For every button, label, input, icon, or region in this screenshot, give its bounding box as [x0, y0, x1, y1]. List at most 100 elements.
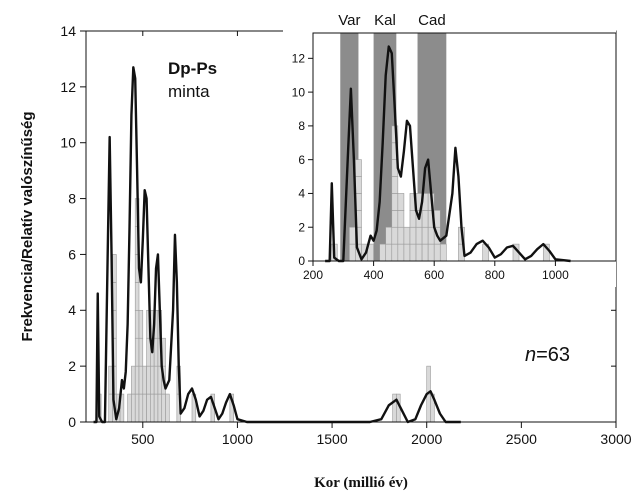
histogram-bar	[391, 193, 399, 211]
histogram-bar	[112, 254, 117, 283]
histogram-bar	[392, 393, 397, 423]
histogram-bar	[409, 243, 417, 262]
histogram-bar	[415, 243, 423, 262]
x-axis-label: Kor (millió év)	[314, 475, 408, 491]
histogram-bar	[409, 210, 417, 228]
x-tick-label: 1000	[542, 268, 569, 282]
x-tick-label: 200	[303, 268, 323, 282]
histogram-bar	[150, 365, 155, 395]
histogram-bar	[439, 243, 447, 262]
x-tick-label: 500	[131, 431, 155, 447]
period-band-label: Kal	[374, 12, 396, 29]
histogram-bar	[409, 226, 417, 245]
y-tick-label: 4	[298, 187, 305, 201]
histogram-bar	[142, 365, 147, 395]
period-band-label: Cad	[418, 12, 446, 29]
histogram-bar	[138, 365, 144, 395]
histogram-bar	[391, 243, 399, 262]
histogram-bar	[134, 282, 140, 311]
sample-count-label: n=63	[525, 344, 570, 366]
histogram-bar	[397, 193, 405, 211]
histogram-bar	[157, 393, 163, 423]
histogram-bar	[427, 226, 435, 245]
inset-x-axis-ticks: 200 400 600 800 1000	[303, 261, 569, 282]
histogram-bar	[421, 210, 429, 228]
x-tick-label: 800	[485, 268, 505, 282]
y-tick-label: 6	[298, 153, 305, 167]
y-tick-label: 8	[68, 190, 76, 206]
y-tick-label: 0	[298, 254, 305, 268]
histogram-bar	[433, 243, 441, 262]
histogram-bar	[153, 393, 159, 423]
histogram-bar	[421, 243, 429, 262]
histogram-bar	[397, 226, 405, 245]
histogram-bar	[134, 309, 140, 339]
histogram-bar	[134, 365, 140, 395]
sample-count-n: n	[525, 344, 536, 366]
inset-background	[283, 7, 616, 287]
histogram-bar	[131, 365, 136, 395]
histogram-bar	[138, 309, 144, 339]
histogram-bar	[134, 393, 140, 423]
histogram-bar	[385, 226, 393, 245]
histogram-bar	[426, 393, 431, 423]
main-density-curve	[93, 66, 461, 424]
x-tick-label: 400	[364, 268, 384, 282]
histogram-bar	[146, 365, 151, 395]
histogram-bar	[355, 176, 362, 194]
inset-plot-frame	[312, 32, 617, 262]
histogram-bar	[403, 243, 411, 262]
histogram-bar	[379, 243, 387, 262]
y-tick-label: 12	[292, 52, 306, 66]
histogram-bar	[138, 337, 144, 367]
histogram-bar	[385, 243, 393, 262]
histogram-bar	[138, 393, 144, 423]
x-tick-label: 2000	[411, 431, 442, 447]
histogram-bar	[134, 337, 140, 367]
histogram-bar	[150, 393, 155, 423]
y-axis-label: Frekvencia/Relatív valószínűség	[19, 111, 36, 341]
y-tick-label: 12	[60, 79, 76, 95]
y-tick-label: 10	[60, 135, 76, 151]
histogram-bar	[391, 226, 399, 245]
histogram-bar	[127, 393, 132, 423]
sample-name-label: Dp-Ps	[168, 59, 217, 78]
x-tick-label: 2500	[506, 431, 537, 447]
histogram-bar	[153, 337, 159, 367]
y-tick-label: 2	[298, 220, 305, 234]
period-band-label: Var	[338, 12, 360, 29]
histogram-bar	[397, 243, 405, 262]
histogram-bar	[397, 210, 405, 228]
sample-type-label: minta	[168, 82, 210, 101]
inset-y-axis-ticks: 0 2 4 6 8 10 12	[292, 52, 313, 268]
histogram-bar	[108, 393, 113, 423]
histogram-bar	[421, 226, 429, 245]
y-tick-label: 4	[68, 302, 76, 318]
histogram-bar	[161, 393, 166, 423]
histogram-bar	[403, 226, 411, 245]
histogram-bar	[427, 243, 435, 262]
y-tick-label: 14	[60, 23, 76, 39]
x-tick-label: 1500	[316, 431, 347, 447]
sample-count-value: =63	[536, 344, 570, 366]
x-tick-label: 3000	[600, 431, 631, 447]
y-tick-label: 6	[68, 246, 76, 262]
y-tick-label: 8	[298, 119, 305, 133]
inset-density-curve	[325, 45, 571, 263]
y-tick-label: 2	[68, 358, 76, 374]
histogram-bar	[391, 210, 399, 228]
histogram-bar	[146, 393, 151, 423]
histogram-bar	[349, 243, 356, 262]
histogram-bar	[355, 159, 362, 177]
x-tick-label: 1000	[222, 431, 253, 447]
histogram-bar	[349, 226, 356, 245]
histogram-bar	[391, 176, 399, 194]
y-tick-label: 0	[68, 414, 76, 430]
y-tick-label: 10	[292, 85, 306, 99]
histogram-bar	[165, 393, 170, 423]
histogram-bar	[415, 226, 423, 245]
histogram-bar	[153, 365, 159, 395]
x-tick-label: 600	[424, 268, 444, 282]
